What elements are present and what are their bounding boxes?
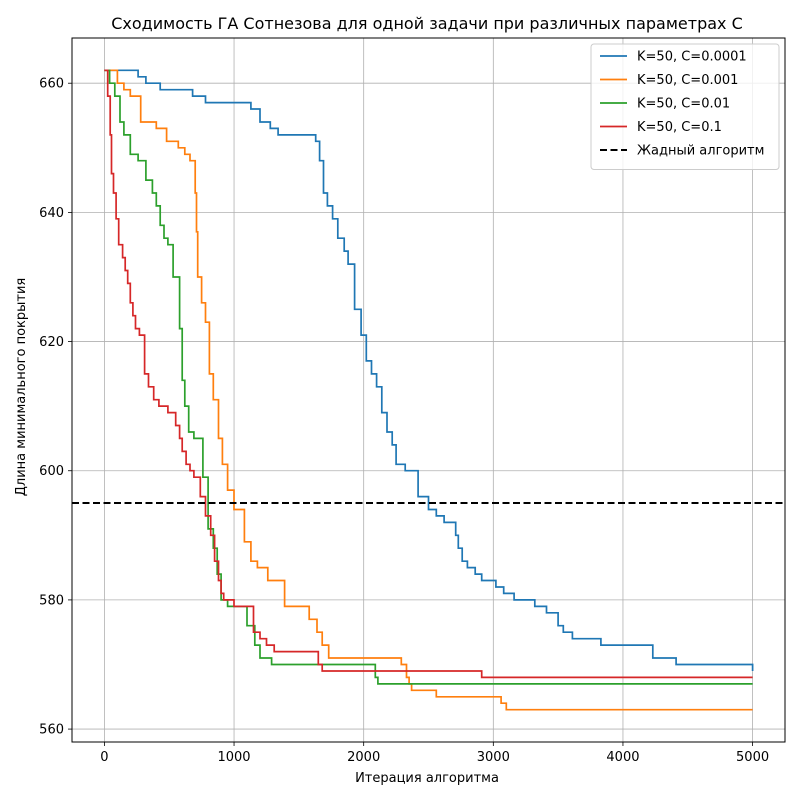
- legend-label: K=50, C=0.1: [637, 120, 722, 135]
- y-tick-label: 660: [39, 77, 64, 92]
- x-axis-label: Итерация алгоритма: [355, 771, 499, 786]
- plot-frame: [71, 37, 786, 743]
- y-tick-label: 600: [39, 464, 64, 479]
- tick-layer: 0 1000 2000 3000 4000 5000 560 580 600 620 640 660: [39, 77, 769, 765]
- y-tick-label: 640: [39, 206, 64, 221]
- y-tick-label: 580: [39, 593, 64, 608]
- series-line-3: [104, 69, 753, 685]
- x-tick-label: 2000: [347, 750, 380, 765]
- legend: K=50, C=0.0001 K=50, C=0.001 K=50, C=0.01 K…: [590, 43, 780, 170]
- x-tick-label: 5000: [736, 750, 769, 765]
- series-line-2: [104, 69, 753, 711]
- legend-label: K=50, C=0.01: [637, 97, 730, 112]
- series-layer: [72, 69, 785, 711]
- x-tick-label: 1000: [217, 750, 250, 765]
- legend-label: Жадный алгоритм: [637, 144, 764, 159]
- chart-title: Сходимость ГА Сотнезова для одной задачи…: [111, 14, 743, 33]
- x-tick-label: 0: [100, 750, 108, 765]
- x-tick-label: 3000: [477, 750, 510, 765]
- y-tick-label: 620: [39, 335, 64, 350]
- legend-label: K=50, C=0.0001: [637, 50, 747, 65]
- series-line-1: [104, 69, 754, 671]
- legend-label: K=50, C=0.001: [637, 73, 738, 88]
- legend-box: [590, 43, 780, 170]
- y-tick-label: 560: [39, 723, 64, 738]
- series-line-4: [104, 69, 753, 679]
- x-tick-label: 4000: [606, 750, 639, 765]
- y-axis-label: Длина минимального покрытия: [14, 278, 29, 497]
